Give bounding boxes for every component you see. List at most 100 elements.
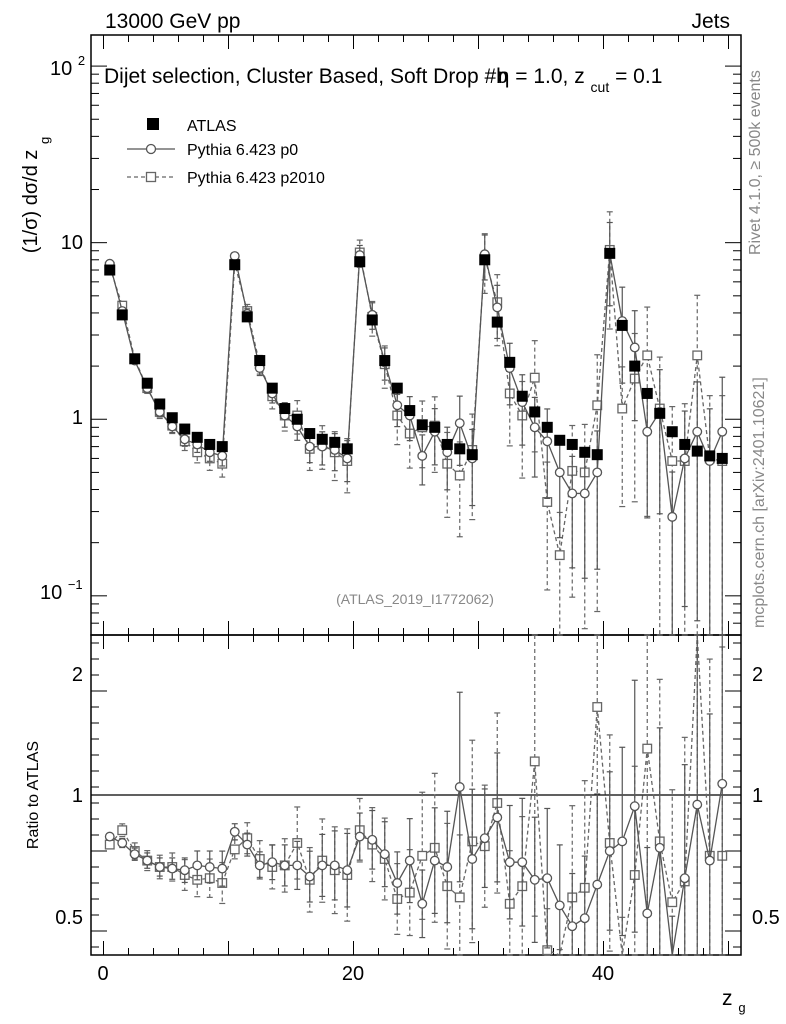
atlas-point <box>154 398 166 410</box>
ratio-p2010-point <box>667 897 678 908</box>
legend-marker-atlas <box>147 118 159 130</box>
ratio-p0-point <box>492 812 503 823</box>
atlas-point <box>304 428 316 440</box>
x-axis-label: z g <box>722 987 746 1015</box>
ratio-p0-point <box>454 782 465 792</box>
ratio-p0-point <box>717 778 728 789</box>
chart-title-param-sub: cut <box>591 79 610 95</box>
atlas-point <box>191 431 203 443</box>
atlas-point <box>691 445 703 457</box>
p2010-point <box>617 403 628 414</box>
p0-point <box>392 400 403 411</box>
atlas-point <box>566 438 578 450</box>
p0-point <box>217 450 228 461</box>
ratio-p2010-point <box>454 892 465 903</box>
ratio-tick-right-0.5: 0.5 <box>752 907 780 929</box>
ratio-p0-point <box>204 862 215 872</box>
atlas-point <box>204 438 216 450</box>
legend-label-atlas: ATLAS <box>187 118 237 135</box>
y-axis-label-main: (1/σ) dσ/d z <box>20 150 42 254</box>
ratio-tick-right-2: 2 <box>752 664 763 686</box>
p0-point <box>454 418 465 429</box>
atlas-point <box>179 423 191 435</box>
ratio-p0-point <box>429 855 440 866</box>
ratio-p0-point <box>104 831 115 842</box>
chart-title-param-end: = 0.1 <box>615 65 662 88</box>
p2010-line <box>109 249 723 556</box>
ratio-p0-point <box>242 839 253 850</box>
p0-point <box>167 421 178 432</box>
ratio-p2010-point <box>642 743 653 754</box>
p0-point <box>629 342 640 353</box>
y-tick-01-exp: −1 <box>68 577 83 592</box>
y-tick-01-base: 10 <box>40 582 62 604</box>
side-label-rivet: Rivet 4.1.0, ≥ 500k events <box>747 70 764 255</box>
ratio-p0-point <box>579 913 590 924</box>
atlas-point <box>379 355 391 367</box>
p0-line <box>109 253 723 518</box>
ratio-p0-line <box>109 783 723 956</box>
y-tick-label-0.1: 10 −1 <box>40 577 83 604</box>
atlas-point <box>254 355 266 367</box>
ratio-p0-point <box>542 873 553 884</box>
ratio-p0-point <box>267 857 278 868</box>
x-axis-label-main: z <box>722 987 733 1010</box>
atlas-point <box>354 256 366 268</box>
p0-point <box>229 251 240 261</box>
atlas-point <box>591 449 603 461</box>
y-tick-label-10: 10 <box>61 232 83 254</box>
atlas-point <box>504 356 516 368</box>
atlas-point <box>554 434 566 446</box>
chart-title: Dijet selection, Cluster Based, Soft Dro… <box>104 65 662 97</box>
header-left: 13000 GeV pp <box>105 10 240 33</box>
atlas-point <box>241 311 253 323</box>
y-tick-label-100: 10 2 <box>50 53 85 80</box>
p2010-point <box>529 372 540 383</box>
chart-title-param: η = 1.0, z <box>498 65 585 88</box>
atlas-point <box>404 405 416 417</box>
atlas-point <box>416 419 428 431</box>
ratio-tick-left-1: 1 <box>72 785 83 807</box>
ratio-p0-point <box>342 865 353 876</box>
ratio-p0-point <box>629 801 640 812</box>
atlas-point <box>316 433 328 445</box>
ratio-p0-point <box>254 860 265 871</box>
p2010-point <box>642 350 653 361</box>
atlas-point <box>679 438 691 450</box>
p0-point <box>304 441 315 452</box>
ratio-p0-point <box>504 857 515 868</box>
ratio-p0-point <box>129 849 140 860</box>
ratio-p2010-point <box>529 756 540 767</box>
atlas-point <box>541 421 553 433</box>
ratio-p2010-point <box>229 844 240 855</box>
ratio-p0-point <box>479 833 490 844</box>
ratio-p0-point <box>329 860 340 871</box>
ratio-p0-point <box>379 849 390 860</box>
atlas-point <box>329 436 341 448</box>
atlas-point <box>391 382 403 394</box>
y-axis-label-sub: g <box>37 137 52 144</box>
atlas-point <box>366 314 378 326</box>
ratio-tick-right-1: 1 <box>752 785 763 807</box>
p0-point <box>179 434 190 445</box>
ratio-p0-point <box>229 826 240 837</box>
ratio-p0-point <box>167 863 178 874</box>
ratio-p0-point <box>704 855 715 866</box>
p0-point <box>679 453 690 464</box>
atlas-point <box>616 319 628 331</box>
atlas-point <box>441 438 453 450</box>
analysis-tag: (ATLAS_2019_I1772062) <box>336 591 494 607</box>
ratio-p0-point <box>279 860 290 871</box>
atlas-point <box>704 450 716 462</box>
atlas-point <box>604 247 616 259</box>
atlas-point <box>579 446 591 458</box>
p0-point <box>567 488 578 499</box>
ratio-p0-point <box>554 900 565 911</box>
p2010-point <box>454 470 465 481</box>
atlas-point <box>454 443 466 455</box>
ratio-p0-point <box>404 855 415 866</box>
p2010-point <box>554 550 565 561</box>
p0-point <box>692 426 703 437</box>
ratio-p0-point <box>392 878 403 888</box>
